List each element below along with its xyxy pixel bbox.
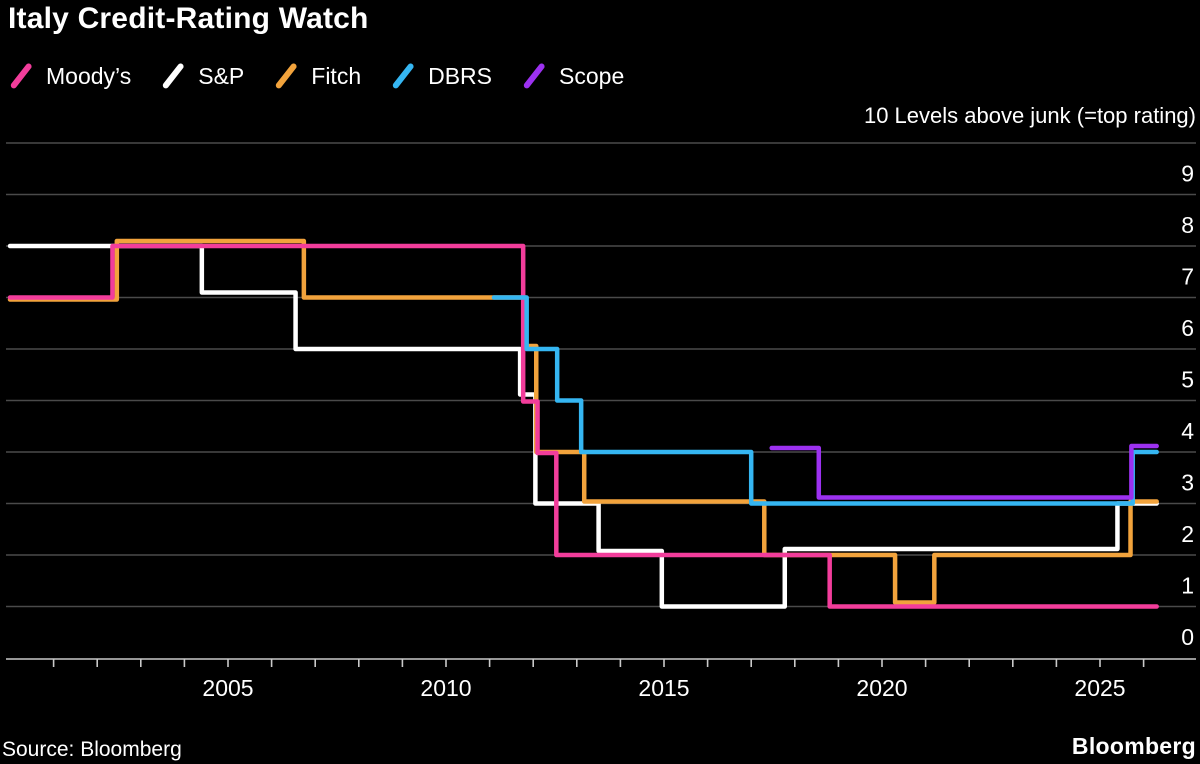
legend-item-4: DBRS xyxy=(388,62,493,90)
y-tick-label-4: 4 xyxy=(1181,418,1194,444)
legend: Moody’s S&P Fitch DBRS Scope xyxy=(6,60,624,92)
y-tick-label-1: 1 xyxy=(1181,573,1194,599)
series-line-s&p xyxy=(7,243,1159,609)
y-tick-label-9: 9 xyxy=(1181,161,1194,187)
page-title: Italy Credit-Rating Watch xyxy=(8,2,369,35)
y-tick-label-5: 5 xyxy=(1181,367,1194,393)
x-tick-label-2010: 2010 xyxy=(420,675,471,701)
legend-label: Scope xyxy=(559,62,625,89)
y-tick-label-0: 0 xyxy=(1181,624,1194,650)
y-tick-label-6: 6 xyxy=(1181,315,1194,341)
y-tick-label-7: 7 xyxy=(1181,264,1194,290)
series-line-fitch xyxy=(7,238,1159,605)
legend-label: Moody’s xyxy=(46,62,132,89)
source-note: Source: Bloomberg xyxy=(2,738,182,761)
x-tick-label-2005: 2005 xyxy=(202,675,253,701)
legend-item-3: Fitch xyxy=(271,62,362,90)
series-line-scope xyxy=(769,443,1159,500)
legend-label: DBRS xyxy=(428,62,493,89)
x-tick-label-2025: 2025 xyxy=(1074,675,1125,701)
x-tick-label-2015: 2015 xyxy=(638,675,689,701)
axis-annotation: 10 Levels above junk (=top rating) xyxy=(863,103,1196,128)
rating-chart: 2005 2010 2015 2020 2025 0 1 2 3 4 5 6 7 8 9 xyxy=(6,142,1196,701)
legend-item-1: Moody’s xyxy=(6,62,132,90)
legend-item-5: Scope xyxy=(519,62,625,90)
legend-label: S&P xyxy=(198,62,245,89)
series-line-moodys xyxy=(7,243,1159,609)
legend-item-2: S&P xyxy=(158,62,245,90)
legend-label: Fitch xyxy=(311,62,362,89)
y-tick-label-3: 3 xyxy=(1181,470,1194,496)
y-tick-label-2: 2 xyxy=(1181,521,1194,547)
y-tick-label-8: 8 xyxy=(1181,212,1194,238)
x-tick-label-2020: 2020 xyxy=(856,675,907,701)
bloomberg-logo: Bloomberg xyxy=(1071,733,1196,759)
